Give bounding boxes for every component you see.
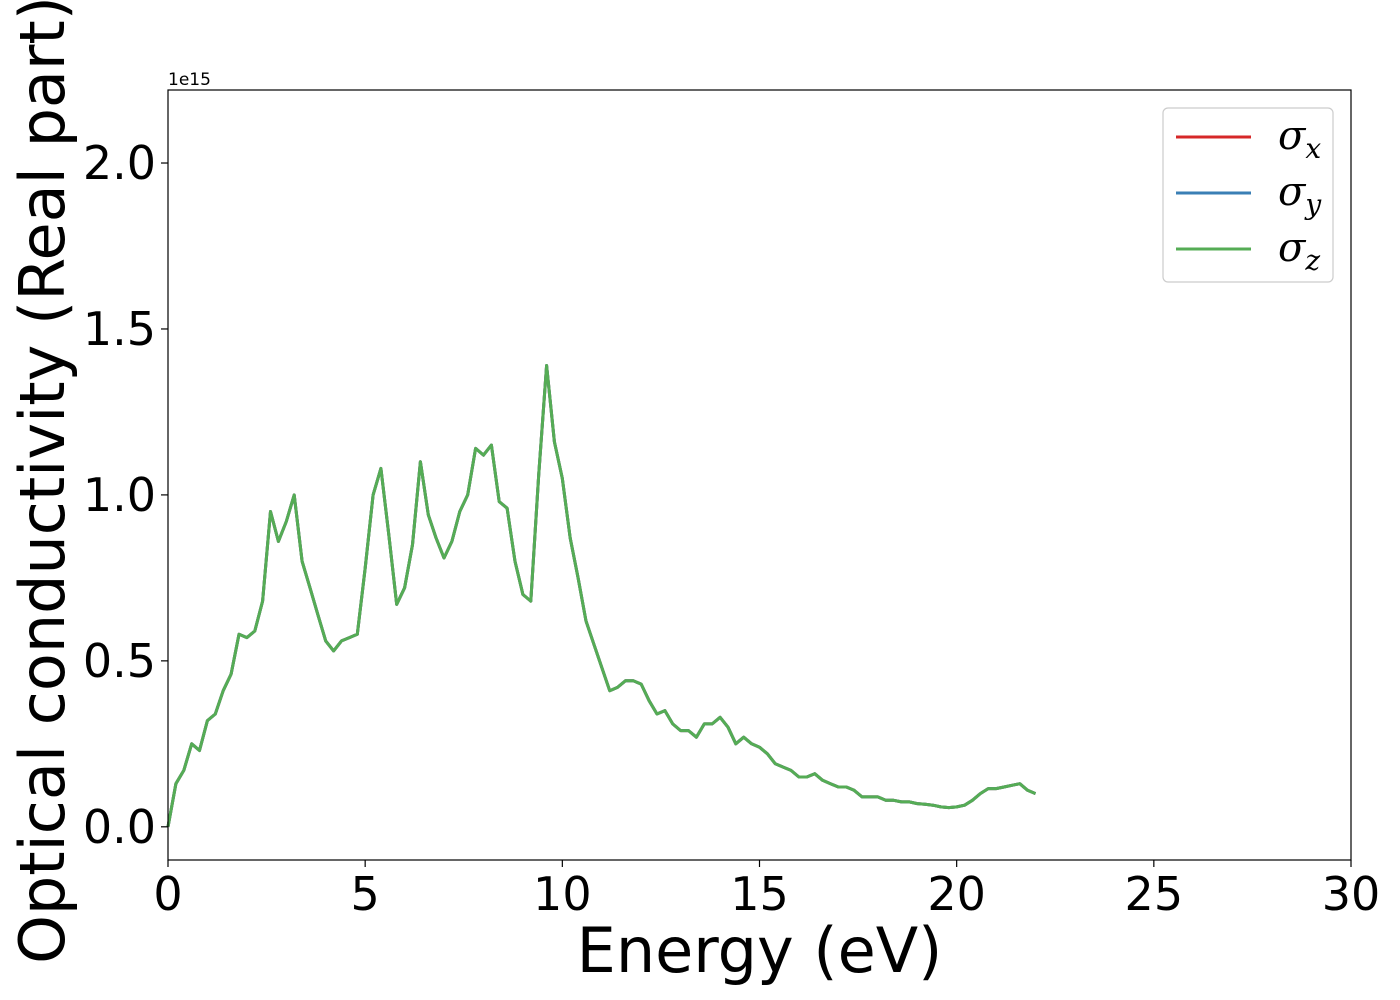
x-tick-label: 15 xyxy=(730,867,789,921)
x-tick-label: 10 xyxy=(533,867,592,921)
y-tick-label: 1.5 xyxy=(83,302,156,356)
plot-area xyxy=(166,364,1037,828)
y-offset-label: 1e15 xyxy=(168,70,211,90)
legend-label: σx xyxy=(1278,113,1321,165)
legend-label: σy xyxy=(1278,169,1322,221)
x-tick-label: 0 xyxy=(153,867,182,921)
x-tick-label: 25 xyxy=(1125,867,1184,921)
x-tick-label: 5 xyxy=(351,867,380,921)
y-axis: 0.0 0.5 1.0 1.5 2.0 xyxy=(83,136,168,854)
y-tick-label: 2.0 xyxy=(83,136,156,190)
series-line-z xyxy=(166,364,1037,828)
y-tick-label: 1.0 xyxy=(83,468,156,522)
x-tick-label: 20 xyxy=(927,867,986,921)
legend-box xyxy=(1162,107,1334,283)
y-axis-label: Optical conductivity (Real part) xyxy=(6,0,79,964)
x-axis: 0 5 10 15 20 25 30 xyxy=(153,860,1380,921)
x-axis-label: Energy (eV) xyxy=(577,914,943,987)
y-tick-label: 0.5 xyxy=(83,634,156,688)
y-tick-label: 0.0 xyxy=(83,800,156,854)
legend-label: σz xyxy=(1278,225,1320,277)
x-tick-label: 30 xyxy=(1322,867,1381,921)
